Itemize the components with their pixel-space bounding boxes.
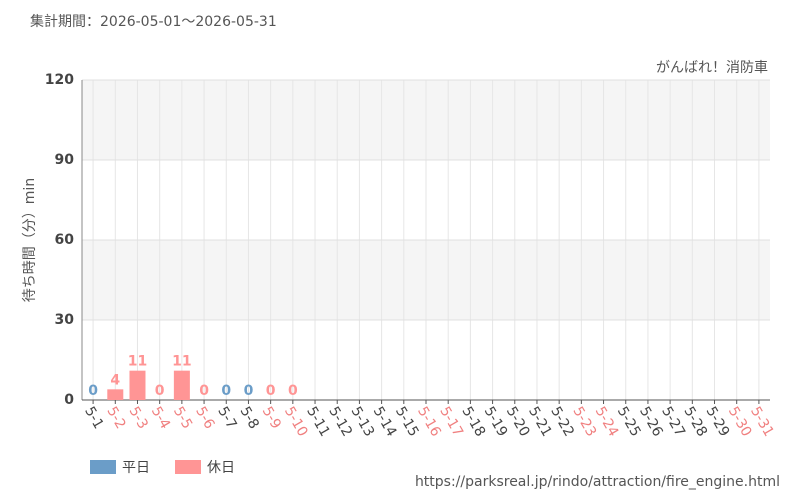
x-tick-label: 5-5 bbox=[170, 404, 195, 432]
data-label: 0 bbox=[88, 383, 98, 399]
data-label: 4 bbox=[110, 372, 120, 388]
data-label: 11 bbox=[128, 354, 147, 370]
x-tick-label: 5-3 bbox=[126, 404, 151, 432]
legend-swatch bbox=[175, 460, 201, 474]
x-tick-label: 5-9 bbox=[259, 404, 284, 432]
data-label: 0 bbox=[155, 383, 165, 399]
data-label: 0 bbox=[221, 383, 231, 399]
y-tick-label: 0 bbox=[64, 392, 74, 408]
data-label: 0 bbox=[199, 383, 209, 399]
y-axis-label: 待ち時間（分）min bbox=[22, 178, 38, 302]
bar bbox=[129, 370, 146, 400]
y-tick-label: 90 bbox=[55, 152, 75, 168]
x-tick-label: 5-31 bbox=[747, 404, 777, 440]
y-tick-label: 60 bbox=[55, 232, 75, 248]
data-label: 11 bbox=[172, 354, 191, 370]
chart-title: 集計期間：2026-05-01～2026-05-31 bbox=[30, 13, 277, 30]
data-label: 0 bbox=[266, 383, 276, 399]
data-label: 0 bbox=[244, 383, 254, 399]
chart-subtitle: がんばれ！消防車 bbox=[656, 59, 768, 76]
y-tick-label: 120 bbox=[45, 72, 74, 88]
x-tick-label: 5-8 bbox=[237, 404, 262, 432]
x-tick-label: 5-7 bbox=[214, 404, 239, 432]
x-tick-label: 5-2 bbox=[103, 404, 128, 432]
legend-swatch bbox=[90, 460, 116, 474]
data-label: 0 bbox=[288, 383, 298, 399]
x-tick-label: 5-6 bbox=[192, 404, 217, 432]
x-tick-label: 5-4 bbox=[148, 404, 173, 432]
source-url: https://parksreal.jp/rindo/attraction/fi… bbox=[415, 474, 780, 490]
y-tick-label: 30 bbox=[55, 312, 75, 328]
bar bbox=[173, 370, 190, 400]
bar bbox=[107, 389, 124, 400]
legend-label: 休日 bbox=[207, 460, 235, 476]
x-tick-label: 5-1 bbox=[81, 404, 106, 432]
legend-label: 平日 bbox=[122, 460, 150, 476]
